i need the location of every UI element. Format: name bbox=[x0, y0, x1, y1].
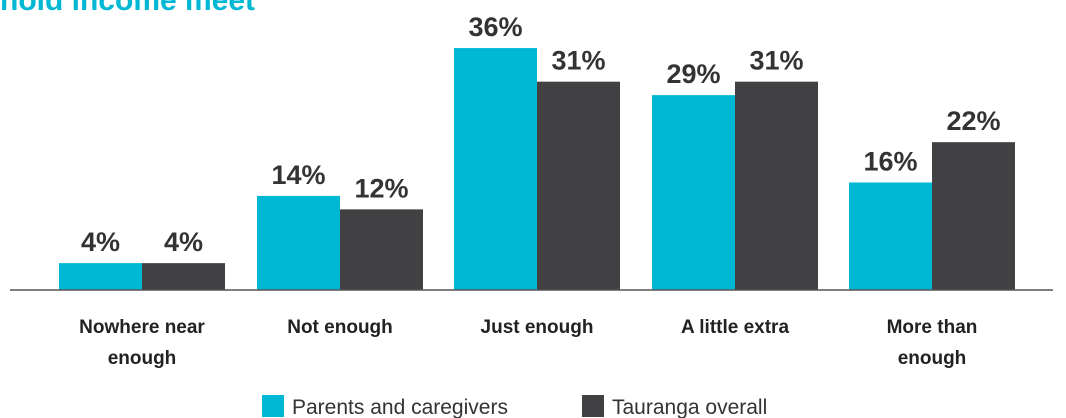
bars-layer: 4% 14% 36% 29% 16% 4% 12% 31% 31% 22% bbox=[59, 12, 1015, 291]
data-label-s1-c1: 4% bbox=[81, 227, 120, 257]
bar-s2-c3 bbox=[537, 81, 620, 291]
chart-title: hold income meet bbox=[0, 0, 255, 17]
category-label-4: A little extra bbox=[681, 317, 789, 338]
legend-label-2: Tauranga overall bbox=[612, 396, 767, 418]
category-label-5-line-2: enough bbox=[898, 348, 967, 369]
category-label-2: Not enough bbox=[287, 317, 393, 338]
data-label-s2-c1: 4% bbox=[164, 227, 203, 257]
data-label-s2-c3: 31% bbox=[551, 46, 605, 76]
data-label-s2-c5: 22% bbox=[946, 106, 1000, 136]
data-label-s1-c2: 14% bbox=[271, 160, 325, 190]
category-label-5-line-1: More than bbox=[887, 317, 978, 338]
data-label-s2-c4: 31% bbox=[749, 46, 803, 76]
legend-label-1: Parents and caregivers bbox=[292, 396, 508, 418]
data-label-s1-c5: 16% bbox=[863, 146, 917, 176]
bar-s1-c3 bbox=[454, 48, 537, 290]
data-label-s1-c4: 29% bbox=[666, 59, 720, 89]
data-label-s2-c2: 12% bbox=[354, 173, 408, 203]
legend-swatch-1 bbox=[262, 395, 284, 417]
bar-s1-c5 bbox=[849, 182, 932, 290]
data-label-s1-c3: 36% bbox=[468, 12, 522, 42]
bar-s1-c2 bbox=[257, 195, 340, 290]
bar-s2-c4 bbox=[735, 81, 818, 291]
bar-s1-c4 bbox=[652, 95, 735, 291]
bar-s2-c2 bbox=[340, 209, 423, 290]
bar-s1-c1 bbox=[59, 263, 142, 290]
legend: Parents and caregivers Tauranga overall bbox=[262, 395, 767, 418]
category-label-1-line-1: Nowhere near bbox=[79, 317, 205, 338]
category-labels: Nowhere near enough Not enough Just enough A… bbox=[79, 317, 977, 369]
legend-swatch-2 bbox=[582, 395, 604, 417]
category-label-3: Just enough bbox=[481, 317, 594, 338]
bar-s2-c1 bbox=[142, 263, 225, 290]
bar-s2-c5 bbox=[932, 142, 1015, 290]
category-label-1-line-2: enough bbox=[108, 348, 177, 369]
